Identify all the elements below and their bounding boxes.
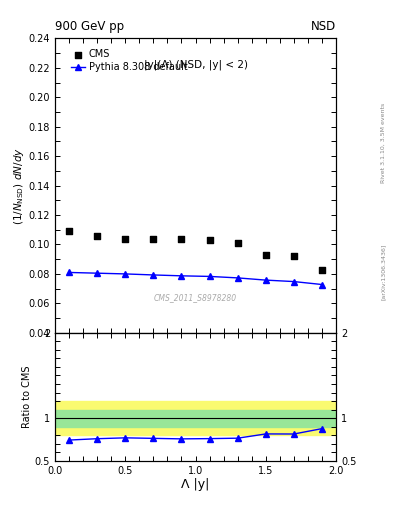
CMS bbox=[66, 227, 72, 236]
Pythia 8.308 default bbox=[263, 277, 268, 283]
Text: Rivet 3.1.10, 3.5M events: Rivet 3.1.10, 3.5M events bbox=[381, 103, 386, 183]
Text: NSD: NSD bbox=[311, 20, 336, 33]
CMS bbox=[122, 234, 129, 243]
CMS bbox=[206, 236, 213, 244]
Pythia 8.308 default bbox=[320, 282, 324, 288]
Pythia 8.308 default bbox=[123, 271, 128, 277]
Pythia 8.308 default bbox=[292, 279, 296, 285]
CMS bbox=[319, 265, 325, 273]
Line: Pythia 8.308 default: Pythia 8.308 default bbox=[66, 269, 325, 288]
X-axis label: Λ |y|: Λ |y| bbox=[181, 478, 210, 492]
Y-axis label: Ratio to CMS: Ratio to CMS bbox=[22, 366, 32, 428]
Bar bbox=[55, 401, 336, 435]
Pythia 8.308 default bbox=[207, 273, 212, 280]
Text: CMS_2011_S8978280: CMS_2011_S8978280 bbox=[154, 293, 237, 302]
CMS bbox=[94, 231, 100, 240]
Y-axis label: $(1/N_{\rm NSD})\ dN/dy$: $(1/N_{\rm NSD})\ dN/dy$ bbox=[12, 146, 26, 225]
Legend: CMS, Pythia 8.308 default: CMS, Pythia 8.308 default bbox=[71, 49, 187, 72]
Text: [arXiv:1306.3436]: [arXiv:1306.3436] bbox=[381, 243, 386, 300]
Text: 900 GeV pp: 900 GeV pp bbox=[55, 20, 124, 33]
Text: |y|(Λ) (NSD, |y| < 2): |y|(Λ) (NSD, |y| < 2) bbox=[143, 59, 248, 70]
CMS bbox=[263, 251, 269, 259]
Pythia 8.308 default bbox=[151, 272, 156, 278]
Pythia 8.308 default bbox=[67, 269, 72, 275]
Bar bbox=[55, 410, 336, 426]
Pythia 8.308 default bbox=[235, 275, 240, 281]
Pythia 8.308 default bbox=[95, 270, 99, 276]
CMS bbox=[291, 252, 297, 261]
CMS bbox=[150, 234, 156, 243]
CMS bbox=[178, 234, 185, 243]
CMS bbox=[235, 239, 241, 247]
Pythia 8.308 default bbox=[179, 273, 184, 279]
